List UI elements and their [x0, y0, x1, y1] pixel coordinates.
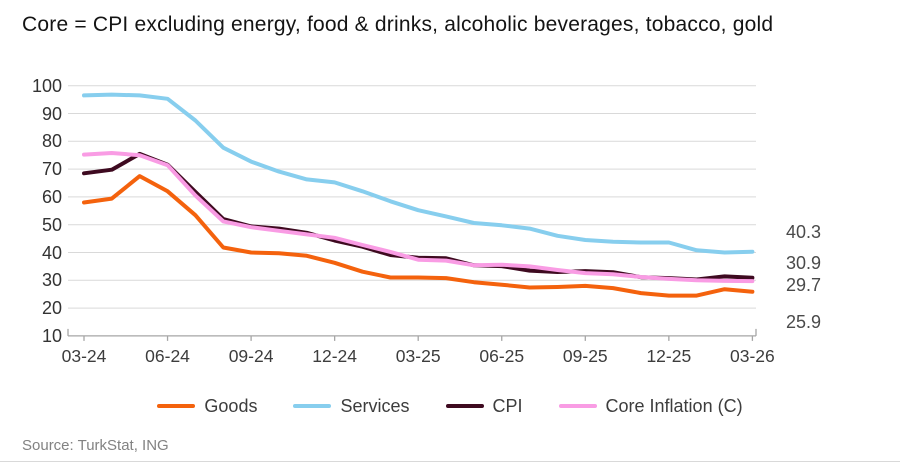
y-axis-tick-label-70: 70: [41, 159, 62, 180]
legend-item-core-inflation: Core Inflation (C): [558, 395, 743, 417]
x-axis-tick-label-03-25: 03-25: [395, 346, 441, 366]
end-value-label-25.9: 25.9: [786, 312, 822, 332]
y-axis-tick-label-80: 80: [41, 131, 62, 152]
y-axis-tick-label-20: 20: [41, 298, 62, 319]
legend-swatch-core-inflation-icon: [558, 404, 597, 408]
legend-swatch-services-icon: [293, 404, 332, 408]
y-axis-tick-label-30: 30: [41, 270, 62, 291]
x-axis-tick-label-06-25: 06-25: [479, 346, 525, 366]
end-value-label-30.9: 30.9: [786, 253, 822, 273]
page-title: Core = CPI excluding energy, food & drin…: [22, 13, 774, 36]
end-value-label-29.7: 29.7: [786, 275, 822, 295]
legend-item-services: Services: [293, 395, 410, 417]
y-axis-tick-label-60: 60: [41, 186, 62, 207]
y-axis-tick-label-50: 50: [41, 214, 62, 235]
legend-item-cpi: CPI: [445, 395, 523, 417]
legend-label-goods: Goods: [204, 395, 258, 416]
x-axis-tick-label-09-25: 09-25: [562, 346, 608, 366]
x-axis-tick-label-03-26: 03-26: [730, 346, 775, 366]
x-axis-tick-label-12-25: 12-25: [646, 346, 692, 366]
line-goods: [82, 174, 755, 298]
line-core-inflation-c: [82, 151, 755, 284]
x-axis-tick-label-12-24: 12-24: [312, 346, 358, 366]
y-axis-tick-label-90: 90: [41, 103, 62, 124]
end-value-label-40.3: 40.3: [786, 222, 822, 242]
legend-label-services: Services: [340, 395, 410, 416]
legend-swatch-goods-icon: [157, 404, 196, 408]
y-axis-tick-label-10: 10: [41, 325, 62, 346]
x-axis-tick-label-03-24: 03-24: [61, 346, 107, 366]
legend-swatch-cpi-icon: [445, 404, 484, 408]
x-axis-tick-label-09-24: 09-24: [228, 346, 274, 366]
y-axis-tick-label-40: 40: [41, 242, 62, 263]
y-axis-tick-label-100: 100: [31, 75, 62, 96]
legend-label-core-inflation: Core Inflation (C): [605, 395, 743, 416]
bottom-divider: [0, 461, 900, 462]
legend-item-goods: Goods: [157, 396, 257, 417]
legend-label-cpi: CPI: [492, 395, 523, 416]
chart-legend: Goods Services CPI Core Inflation (C): [0, 394, 900, 418]
x-axis-tick-label-06-24: 06-24: [145, 346, 190, 366]
source-text: Source: TurkStat, ING: [22, 437, 169, 454]
line-services: [82, 92, 755, 255]
